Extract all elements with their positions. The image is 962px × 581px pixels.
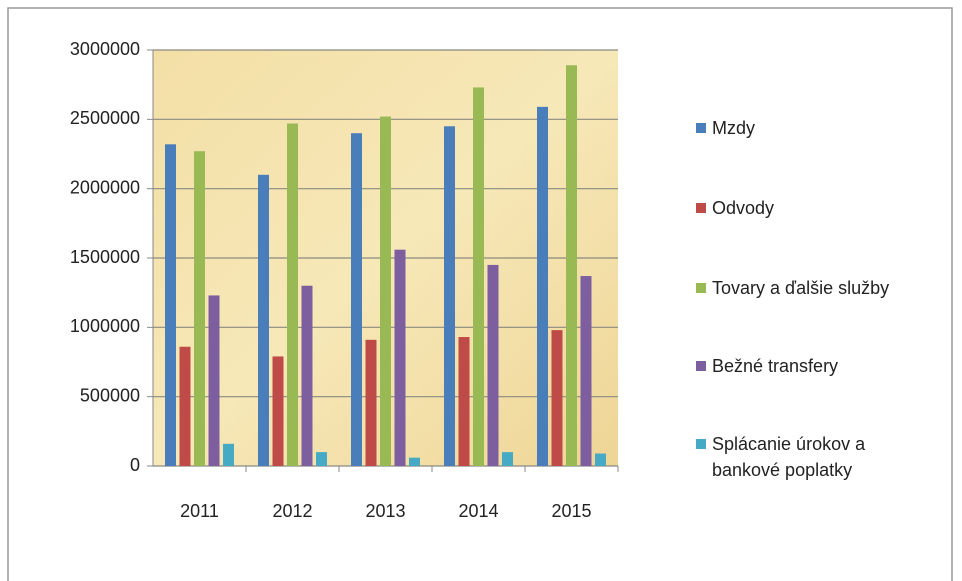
bar xyxy=(179,346,191,466)
legend-label: Odvody xyxy=(712,198,775,218)
legend-item: Splácanie úrokov a bankové poplatky xyxy=(696,431,946,483)
bar xyxy=(208,295,220,466)
bar xyxy=(165,144,176,466)
y-tick-label: 0 xyxy=(130,455,140,475)
bar xyxy=(258,174,269,467)
bar xyxy=(580,276,592,466)
bar xyxy=(502,452,513,466)
legend-label: Splácanie úrokov a bankové poplatky xyxy=(712,434,866,480)
bar xyxy=(458,337,470,466)
x-tick-label: 2015 xyxy=(551,501,591,521)
legend-swatch xyxy=(696,439,706,449)
legend-swatch xyxy=(696,361,706,371)
legend-item: Mzdy xyxy=(696,115,946,141)
y-tick-label: 2000000 xyxy=(70,177,140,197)
chart-border xyxy=(7,7,953,581)
legend-swatch xyxy=(696,203,706,213)
y-tick-label: 1000000 xyxy=(70,316,140,336)
legend-label: Tovary a ďalšie služby xyxy=(712,278,890,298)
legend-item: Odvody xyxy=(696,195,946,221)
y-tick-label: 1500000 xyxy=(70,247,140,267)
x-tick-label: 2011 xyxy=(180,501,219,521)
bar xyxy=(351,133,362,466)
x-tick-label: 2014 xyxy=(458,501,498,521)
legend-label: Mzdy xyxy=(712,118,756,138)
bar xyxy=(409,457,420,466)
y-tick-label: 3000000 xyxy=(70,39,140,59)
x-tick-label: 2012 xyxy=(272,501,312,521)
bar xyxy=(444,126,455,467)
bar xyxy=(365,339,377,466)
bar xyxy=(566,65,577,467)
bar xyxy=(487,264,499,466)
bar xyxy=(537,106,548,466)
bar xyxy=(316,452,327,466)
bar xyxy=(223,443,234,466)
x-tick-label: 2013 xyxy=(365,501,405,521)
y-tick-label: 2500000 xyxy=(70,108,140,128)
bar xyxy=(551,330,563,466)
legend-item: Tovary a ďalšie služby xyxy=(696,275,946,301)
legend-swatch xyxy=(696,123,706,133)
bar xyxy=(473,87,484,466)
bar xyxy=(394,249,406,466)
bar xyxy=(380,116,391,466)
bar xyxy=(287,123,298,466)
bar xyxy=(301,285,313,466)
bar xyxy=(194,151,205,466)
y-tick-label: 500000 xyxy=(80,385,140,405)
legend-swatch xyxy=(696,283,706,293)
legend-label: Bežné transfery xyxy=(712,356,839,376)
bar xyxy=(272,356,284,466)
bar xyxy=(595,453,606,466)
legend-item: Bežné transfery xyxy=(696,353,946,379)
